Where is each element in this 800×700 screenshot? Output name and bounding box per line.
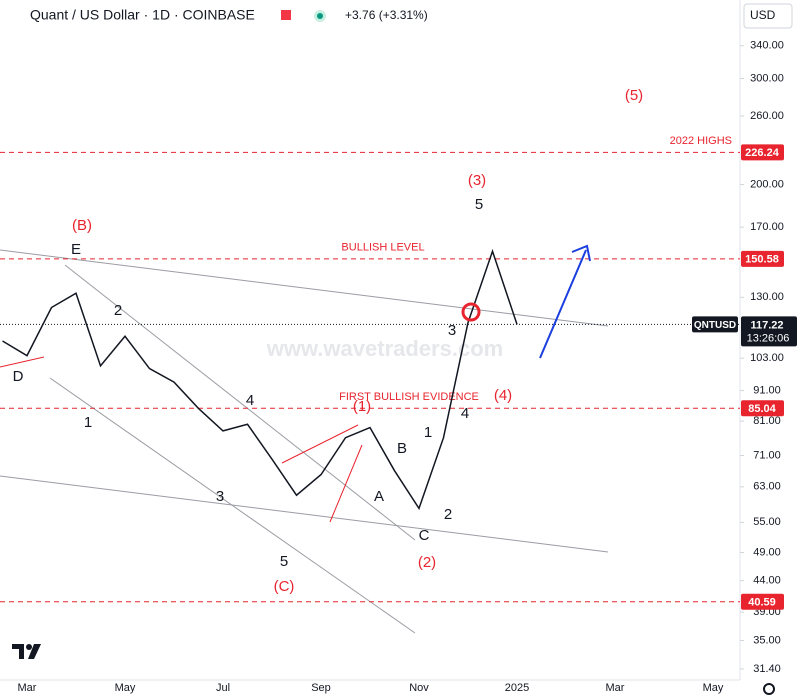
- x-tick-label: 2025: [505, 682, 529, 694]
- level-label: BULLISH LEVEL: [341, 242, 424, 254]
- level-price: 226.24: [745, 147, 780, 159]
- y-tick-label: 200.00: [750, 178, 784, 190]
- trendlines: [0, 249, 609, 634]
- arrow-head: [571, 244, 591, 262]
- wave-label: A: [374, 488, 384, 505]
- wave-label: B: [397, 440, 407, 457]
- wave-label: D: [13, 368, 24, 385]
- logo-part: [26, 644, 32, 650]
- logo-part: [28, 644, 41, 659]
- currency[interactable]: USD: [750, 8, 776, 22]
- projection-arrow: [539, 244, 591, 359]
- level-price-box: [741, 593, 784, 610]
- symbol: QNTUSD: [694, 320, 736, 331]
- current-price-box: [741, 316, 797, 347]
- wave-label: 1: [84, 414, 92, 431]
- y-tick-label: 31.40: [753, 663, 781, 675]
- y-tick-label: 300.00: [750, 72, 784, 84]
- wave-label: 3: [448, 322, 456, 339]
- wave-label: E: [71, 241, 81, 258]
- settings-icon[interactable]: [763, 683, 775, 695]
- wave-label: 2: [444, 506, 452, 523]
- x-tick-label: May: [703, 682, 724, 694]
- wave-label: 4: [246, 392, 254, 409]
- level-price-box: [741, 400, 784, 417]
- level-price: 40.59: [748, 597, 776, 609]
- y-tick-label: 170.00: [750, 221, 784, 233]
- y-tick-label: 340.00: [750, 40, 784, 52]
- tv-logo: [12, 644, 41, 659]
- level-price-box: [741, 144, 784, 161]
- price-line: [2, 248, 518, 511]
- level-price: 150.58: [745, 254, 779, 266]
- wave-label: (C): [274, 578, 295, 595]
- y-tick-label: 55.00: [753, 516, 781, 528]
- wave-label: (2): [418, 554, 436, 571]
- logo-part: [12, 644, 24, 659]
- wave-label: (4): [494, 387, 512, 404]
- y-tick-label: 49.00: [753, 546, 781, 558]
- y-tick-label: 63.00: [753, 481, 781, 493]
- level-label: 2022 HIGHS: [670, 135, 732, 147]
- red-lines: [0, 356, 363, 523]
- wave-label: (3): [468, 172, 486, 189]
- trendline: [0, 475, 609, 553]
- arrow-shaft: [539, 249, 587, 359]
- y-tick-label: 130.00: [750, 291, 784, 303]
- current-price: 117.22: [750, 319, 783, 331]
- y-tick-label: 103.00: [750, 352, 784, 364]
- wave-label: (B): [72, 217, 92, 234]
- level-label: FIRST BULLISH EVIDENCE: [339, 391, 479, 403]
- level-price: 85.04: [748, 403, 776, 415]
- watermark: www.wavetraders.com: [266, 336, 503, 361]
- trendline: [0, 356, 45, 368]
- trendline: [281, 424, 359, 464]
- wave-label: 2: [114, 302, 122, 319]
- y-tick-label: 91.00: [753, 384, 781, 396]
- wave-label: 5: [475, 196, 483, 213]
- x-tick-label: Mar: [18, 682, 37, 694]
- trendline: [64, 264, 416, 541]
- wave-label: C: [419, 527, 430, 544]
- wave-label: 5: [280, 553, 288, 570]
- wave-label: (5): [625, 87, 643, 104]
- trendline: [329, 444, 363, 523]
- y-tick-label: 81.00: [753, 415, 781, 427]
- x-tick-label: Jul: [216, 682, 230, 694]
- wave-label: 3: [216, 488, 224, 505]
- flag-icon[interactable]: [281, 10, 291, 20]
- y-tick-label: 71.00: [753, 449, 781, 461]
- y-tick-label: 44.00: [753, 575, 781, 587]
- price-change: +3.76 (+3.31%): [345, 8, 428, 22]
- y-tick-label: 260.00: [750, 110, 784, 122]
- x-tick-label: Sep: [311, 682, 331, 694]
- wave-label: (1): [353, 398, 371, 415]
- chart-title: Quant / US Dollar · 1D · COINBASE: [30, 7, 255, 23]
- marker-circle: [461, 302, 481, 322]
- x-tick-label: May: [115, 682, 136, 694]
- plot: 2022 HIGHS BULLISH LEVEL FIRST BULLISH EVI…: [0, 135, 740, 603]
- y-tick-label: 35.00: [753, 634, 781, 646]
- symbol-box: [692, 316, 738, 333]
- status-dot: [317, 13, 323, 19]
- wave-label: 4: [461, 405, 469, 422]
- trendline: [0, 249, 609, 327]
- level-price-box: [741, 250, 784, 267]
- wave-label: 1: [424, 424, 432, 441]
- x-tick-label: Nov: [409, 682, 429, 694]
- currency-button[interactable]: [743, 3, 793, 29]
- x-tick-label: Mar: [606, 682, 625, 694]
- countdown: 13:26:06: [747, 332, 790, 344]
